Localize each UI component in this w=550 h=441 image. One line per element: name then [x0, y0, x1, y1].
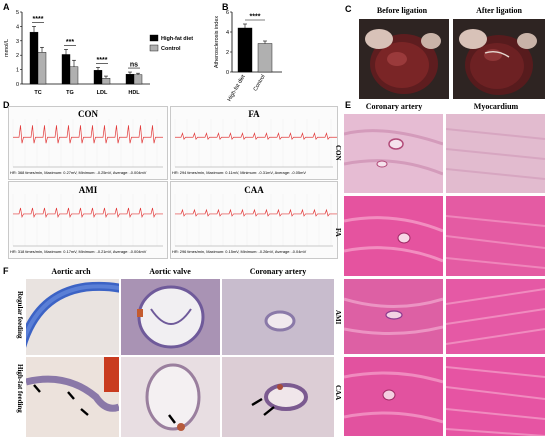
- f-row-regular: Regular feeding: [16, 291, 24, 339]
- x-tick-label: TG: [66, 90, 74, 96]
- y-tick-label: 5: [16, 10, 19, 16]
- legend-swatch: [149, 34, 159, 42]
- he-con-myocardium: [446, 114, 545, 193]
- he-fa-coronary: [344, 196, 443, 276]
- y-tick-label: 6: [226, 10, 229, 16]
- bar: [61, 54, 71, 85]
- x-tick-label: HDL: [128, 90, 140, 96]
- f-row-highfat: High-fat feeding: [16, 364, 24, 413]
- f-col-aortic-arch: Aortic arch: [51, 267, 91, 276]
- f-col-coronary-artery: Coronary artery: [249, 267, 307, 276]
- e-col-coronary: Coronary artery: [365, 102, 423, 111]
- ecg-trace: [13, 125, 163, 144]
- y-tick-label: 4: [16, 24, 19, 30]
- y-tick-label: 2: [16, 53, 19, 59]
- after-ligation-label: After ligation: [476, 6, 522, 15]
- significance-label: ns: [130, 62, 138, 69]
- y-tick-label: 4: [226, 30, 229, 36]
- bar: [133, 74, 143, 85]
- bar: [93, 70, 103, 85]
- ecg-con-label: CON: [78, 109, 98, 119]
- y-tick-label: 0: [16, 82, 19, 88]
- ecg-ami: AMI HR: 318 times/min, Maximum: 0.17mV, …: [8, 181, 168, 259]
- bar: [37, 52, 47, 85]
- y-tick-label: 1: [16, 68, 19, 74]
- bar: [29, 31, 39, 85]
- ecg-trace: [175, 132, 337, 141]
- legend-label: High-fat diet: [161, 36, 193, 42]
- ihc-highfat-coronary-artery: [222, 357, 334, 437]
- significance-label: ***: [66, 39, 74, 46]
- ecg-fa-caption: HR: 294 times/min, Maximum: 0.11mV, Mini…: [172, 171, 306, 176]
- chart-b: 0 2 4 6 Atherosclerosis index High-fat diet Co…: [214, 10, 282, 103]
- significance-label: ****: [97, 57, 108, 64]
- ecg-ami-label: AMI: [78, 185, 98, 195]
- ihc-highfat-aortic-arch: [26, 357, 119, 437]
- bar: [101, 78, 111, 85]
- y-tick-label: 0: [226, 70, 229, 76]
- ecg-fa: FA HR: 294 times/min, Maximum: 0.11mV, M…: [170, 106, 338, 180]
- he-ami-coronary: [344, 279, 443, 354]
- he-ami-myocardium: [446, 279, 545, 354]
- ecg-caa-caption: HR: 296 times/min, Maximum: 0.15mV, Mini…: [172, 250, 307, 255]
- he-caa-coronary: [344, 357, 443, 436]
- ihc-regular-aortic-arch: [26, 279, 119, 355]
- heart-photo-before: [359, 19, 449, 99]
- he-con-coronary: [344, 114, 443, 193]
- x-tick-label: TC: [34, 90, 41, 96]
- ecg-trace: [13, 207, 163, 219]
- y-tick-label: 3: [16, 39, 19, 45]
- ecg-caa-label: CAA: [244, 185, 264, 195]
- y-axis-label: Atherosclerosis index: [214, 16, 220, 69]
- panel-letter-c: C: [345, 4, 352, 14]
- e-col-myocardium: Myocardium: [473, 102, 519, 111]
- y-tick-label: 2: [226, 50, 229, 56]
- ecg-ami-caption: HR: 318 times/min, Maximum: 0.17mV, Mini…: [10, 250, 147, 255]
- e-row-con: CON: [334, 145, 342, 161]
- legend-label: Control: [161, 46, 181, 52]
- e-row-caa: CAA: [334, 385, 342, 401]
- x-tick-label: LDL: [97, 90, 108, 96]
- bar: [125, 74, 135, 85]
- significance-label: ****: [250, 14, 261, 21]
- legend-swatch: [149, 44, 159, 52]
- bar: [237, 27, 253, 73]
- e-row-ami: AMI: [334, 310, 342, 325]
- ecg-con-caption: HR: 368 times/min, Maximum: 0.27mV, Mini…: [10, 171, 147, 176]
- panel-letter-e: E: [345, 100, 352, 110]
- ecg-trace: [175, 208, 337, 217]
- he-caa-myocardium: [446, 357, 545, 436]
- ecg-con: CON HR: 368 times/min, Maximum: 0.27mV, …: [8, 106, 168, 180]
- y-axis-label: mmol/L: [4, 39, 10, 57]
- e-row-fa: FA: [334, 228, 342, 237]
- panel-letter-b: B: [222, 2, 229, 12]
- panel-letter-a: A: [3, 2, 10, 12]
- ecg-fa-label: FA: [248, 109, 260, 119]
- significance-label: ****: [33, 16, 44, 23]
- bar: [257, 43, 273, 73]
- panel-letter-f: F: [3, 266, 9, 276]
- heart-photo-after: [453, 19, 545, 99]
- bar: [69, 66, 79, 85]
- ecg-caa: CAA HR: 296 times/min, Maximum: 0.15mV, …: [170, 181, 338, 259]
- ihc-highfat-aortic-valve: [121, 357, 220, 437]
- ihc-regular-aortic-valve: [121, 279, 220, 355]
- before-ligation-label: Before ligation: [376, 6, 428, 15]
- he-fa-myocardium: [446, 196, 545, 276]
- f-col-aortic-valve: Aortic valve: [149, 267, 191, 276]
- chart-a: 0 1 2 3 4 5 mmol/L TC **** TG *** LDL **** HDL ns High-…: [4, 10, 193, 96]
- x-tick-label: High-fat diet: [227, 74, 247, 103]
- panel-letter-d: D: [3, 100, 10, 110]
- ihc-regular-coronary-artery: [222, 279, 334, 355]
- x-tick-label: Control: [253, 74, 267, 92]
